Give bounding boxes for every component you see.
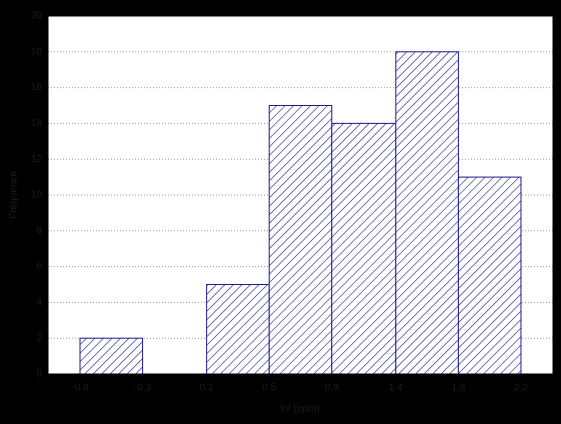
bar <box>395 51 459 375</box>
y-tick-label: 4 <box>36 297 42 308</box>
x-tick-label: 0.9 <box>325 383 339 394</box>
y-tick-label: 16 <box>31 82 43 93</box>
bar <box>331 122 397 375</box>
x-tick-label: 1.4 <box>389 383 403 394</box>
x-tick-label: -0.8 <box>71 383 89 394</box>
x-tick-label: 0.5 <box>262 383 276 394</box>
y-tick-label: 18 <box>31 46 43 57</box>
plot-frame <box>47 15 554 375</box>
y-tick-label: 10 <box>31 190 43 201</box>
x-axis-label: lnI (ppm) <box>280 404 319 415</box>
y-axis-label: Fréquence <box>9 171 20 219</box>
bar <box>268 105 333 375</box>
y-tick-label: 14 <box>31 118 43 129</box>
bar <box>206 284 270 375</box>
x-tick-label: -0.3 <box>134 383 152 394</box>
x-tick-label: 0.1 <box>200 383 214 394</box>
y-tick-label: 0 <box>36 369 42 380</box>
bar <box>457 176 522 375</box>
y-tick-label: 12 <box>31 154 43 165</box>
y-tick-label: 6 <box>36 261 42 272</box>
y-tick-label: 20 <box>31 11 43 22</box>
x-tick-label: 2.2 <box>514 383 528 394</box>
x-tick-label: 1.8 <box>451 383 465 394</box>
y-tick-label: 8 <box>36 225 42 236</box>
y-tick-label: 2 <box>36 333 42 344</box>
bar <box>79 337 144 375</box>
